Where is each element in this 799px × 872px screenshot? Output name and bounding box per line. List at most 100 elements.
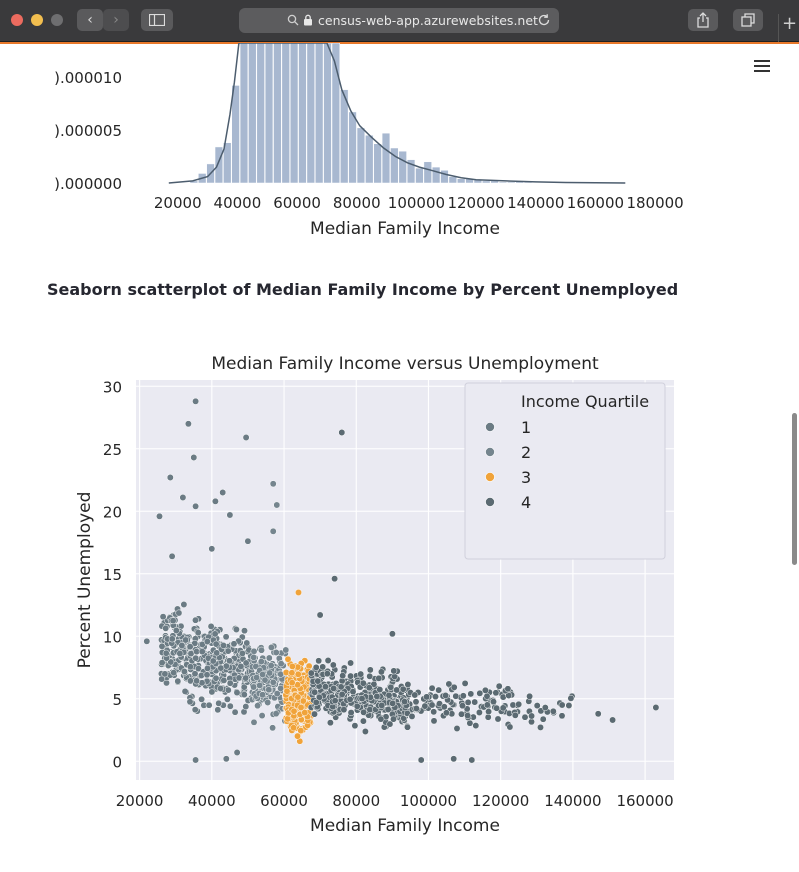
scatter-point	[316, 611, 324, 619]
y-tick-labels: ).000000).000005).000010	[54, 69, 122, 193]
scatter-point	[357, 670, 365, 678]
scatter-point	[191, 670, 199, 678]
new-tab-button[interactable]: +	[778, 14, 799, 42]
x-tick-label: 160000	[616, 792, 673, 810]
scatter-point	[509, 701, 517, 709]
legend: Income Quartile 1 2 3 4	[464, 382, 666, 560]
scatter-point	[162, 624, 170, 632]
scatter-point	[490, 698, 497, 706]
x-tick-labels: 20000 40000 60000 80000 100000 120000 140000 16…	[116, 792, 674, 810]
scatter-point	[388, 630, 396, 638]
scatter-point	[242, 703, 250, 711]
scatter-point	[226, 702, 234, 710]
address-bar[interactable]: census-web-app.azurewebsites.net	[239, 8, 559, 33]
scatter-point	[212, 640, 220, 648]
scatter-point	[408, 712, 416, 720]
legend-label: 3	[521, 468, 531, 487]
scatter-point	[375, 674, 383, 682]
scatter-point	[166, 474, 174, 481]
reload-icon[interactable]	[537, 13, 551, 27]
forward-button[interactable]: ›	[103, 9, 129, 31]
x-axis-label: Median Family Income	[310, 219, 500, 239]
scatter-point	[178, 642, 186, 649]
scatter-point	[186, 663, 194, 671]
x-tick-label: 180000	[626, 194, 683, 212]
share-button[interactable]	[688, 9, 718, 31]
scatter-point	[277, 660, 285, 668]
scatter-point	[506, 723, 514, 731]
scatter-point	[539, 715, 547, 723]
scatter-point	[194, 665, 202, 673]
scatter-point	[250, 718, 258, 726]
y-tick-label: 10	[103, 628, 122, 646]
scatter-point	[472, 722, 480, 730]
scatter-point	[459, 692, 467, 700]
kde-curve	[168, 43, 626, 184]
sidebar-toggle-button[interactable]	[141, 9, 173, 31]
scatter-point	[258, 646, 265, 654]
minimize-window-button[interactable]	[31, 14, 43, 26]
scatter-point	[389, 699, 397, 707]
scatter-point	[384, 706, 392, 713]
y-tick-label: 15	[103, 566, 122, 584]
zoom-window-button[interactable]	[51, 14, 63, 26]
scatter-point	[212, 674, 220, 682]
close-window-button[interactable]	[11, 14, 23, 26]
histogram-bar	[373, 143, 382, 184]
hamburger-menu-button[interactable]	[754, 60, 770, 74]
scatter-point	[231, 708, 239, 716]
scatter-point	[323, 670, 331, 678]
page-scrollbar[interactable]	[792, 413, 797, 565]
histogram-bar	[431, 166, 441, 184]
scatter-points	[143, 397, 660, 764]
scatter-point	[159, 613, 167, 621]
scatter-point	[297, 704, 305, 711]
scatter-point	[217, 664, 225, 672]
scatter-point	[314, 677, 322, 685]
scatter-point	[404, 723, 411, 731]
scatter-point	[359, 679, 367, 687]
back-button[interactable]: ‹	[77, 9, 103, 31]
sidebar-icon	[149, 14, 165, 26]
x-tick-label: 20000	[116, 792, 164, 810]
scatter-point	[329, 661, 337, 669]
share-icon	[697, 12, 709, 28]
histogram-bar	[390, 147, 399, 184]
scatter-point	[250, 653, 258, 661]
scatter-point	[338, 429, 346, 436]
show-tabs-button[interactable]	[733, 9, 763, 31]
scatter-point	[168, 635, 176, 643]
scatter-point	[537, 723, 544, 731]
scatter-point	[207, 622, 215, 630]
legend-label: 1	[521, 418, 531, 437]
scatter-point	[541, 704, 549, 712]
scatter-point	[269, 724, 277, 732]
menu-icon-bar	[754, 60, 770, 62]
x-tick-label: 120000	[472, 792, 529, 810]
scatter-point	[215, 699, 223, 707]
scatter-point	[208, 688, 216, 696]
scatter-point	[567, 694, 575, 702]
scatter-point	[265, 686, 273, 694]
scatter-point	[192, 756, 200, 764]
scatter-point	[468, 756, 476, 764]
scatter-point	[505, 692, 513, 699]
scatter-point	[272, 649, 280, 656]
scatter-point	[186, 698, 194, 706]
scatter-point	[458, 710, 465, 718]
scatter-point	[464, 698, 472, 706]
scatter-point	[339, 672, 347, 680]
lock-icon	[304, 14, 312, 26]
legend-marker	[485, 447, 495, 457]
y-tick-label: 5	[112, 691, 122, 709]
income-histogram-chart: ).000000).000005).000010 20000 40000 60000…	[54, 43, 684, 239]
histogram-bar	[440, 170, 449, 184]
scatter-point	[347, 659, 355, 667]
scatter-point	[203, 671, 211, 679]
scatter-point	[250, 647, 258, 655]
histogram-bar	[340, 89, 349, 184]
y-tick-label: ).000000	[54, 175, 122, 193]
scatter-point	[387, 683, 395, 691]
histogram-bars	[189, 43, 573, 184]
x-tick-label: 60000	[260, 792, 308, 810]
